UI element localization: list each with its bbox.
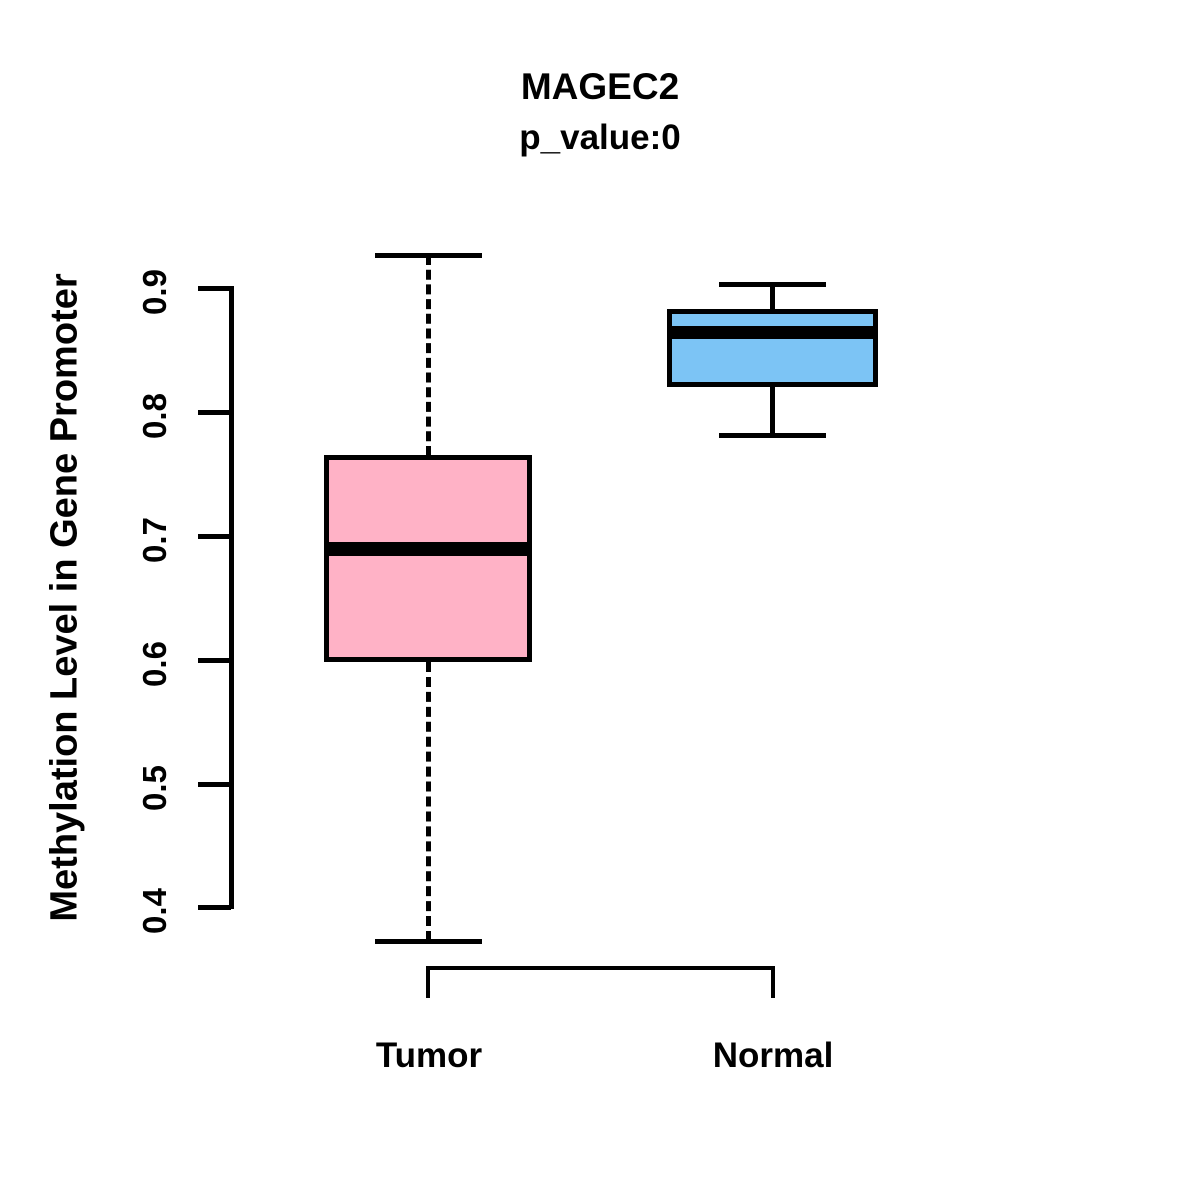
y-axis-title: Methylation Level in Gene Promoter xyxy=(43,273,86,922)
y-axis-label-0.8: 0.8 xyxy=(136,393,173,439)
normal-box xyxy=(667,309,878,387)
y-axis-label-0.7: 0.7 xyxy=(136,517,173,563)
chart-title: MAGEC2 xyxy=(520,66,680,107)
chart-subtitle: p_value:0 xyxy=(519,118,681,157)
x-axis-label-tumor: Tumor xyxy=(375,1036,483,1075)
tumor-box xyxy=(324,455,532,662)
x-axis-tick-normal xyxy=(771,966,775,998)
y-axis-tick-0.7 xyxy=(198,534,231,539)
tumor-median-line xyxy=(324,542,532,556)
tumor-upper-whisker xyxy=(426,255,431,456)
normal-lower-whisker xyxy=(770,387,775,436)
x-axis-label-normal: Normal xyxy=(712,1036,834,1075)
y-axis-tick-0.9 xyxy=(198,286,231,291)
y-axis-tick-0.8 xyxy=(198,410,231,415)
x-axis-tick-tumor xyxy=(426,966,430,998)
y-axis-tick-0.6 xyxy=(198,658,231,663)
y-axis-tick-0.4 xyxy=(198,905,231,910)
tumor-lower-whisker xyxy=(426,662,431,941)
y-axis-label-0.9: 0.9 xyxy=(136,269,173,315)
x-axis-line xyxy=(426,966,775,970)
y-axis-tick-0.5 xyxy=(198,782,231,787)
y-axis-label-0.4: 0.4 xyxy=(136,888,173,934)
tumor-lower-whisker-cap xyxy=(375,939,482,944)
y-axis-label-0.6: 0.6 xyxy=(136,641,173,687)
normal-upper-whisker xyxy=(770,284,775,311)
normal-lower-whisker-cap xyxy=(719,433,826,438)
y-axis-line xyxy=(229,286,234,909)
normal-median-line xyxy=(667,326,878,339)
y-axis-label-0.5: 0.5 xyxy=(136,765,173,811)
